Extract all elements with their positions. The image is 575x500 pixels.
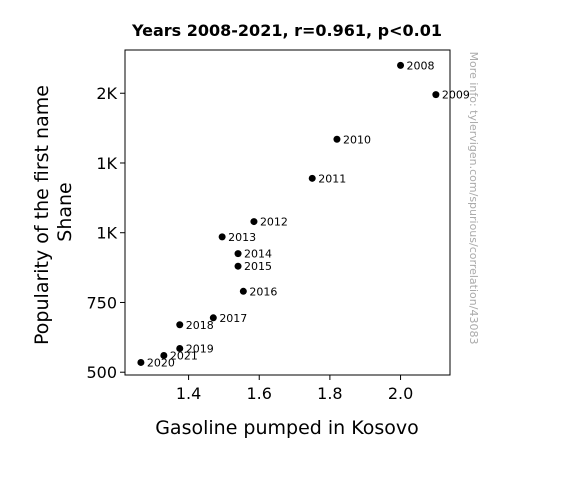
y-tick-label: 2K bbox=[96, 84, 117, 103]
data-point-label: 2020 bbox=[147, 356, 175, 369]
y-axis-label: Popularity of the first name Shane bbox=[31, 79, 76, 345]
y-axis-label-line-1: Popularity of the first name bbox=[31, 85, 53, 345]
data-point-label: 2011 bbox=[318, 172, 346, 185]
data-point-label: 2019 bbox=[186, 342, 214, 355]
y-tick-label: 500 bbox=[86, 363, 117, 382]
data-point bbox=[239, 287, 247, 295]
plot-frame bbox=[124, 49, 451, 376]
data-point-label: 2009 bbox=[442, 89, 470, 102]
data-point-label: 2015 bbox=[244, 260, 272, 273]
data-point bbox=[209, 314, 217, 322]
chart-title: Years 2008-2021, r=0.961, p<0.01 bbox=[131, 21, 442, 40]
watermark-text: More info: tylervigen.com/spurious/corre… bbox=[467, 52, 480, 345]
y-tick-label: 1K bbox=[96, 224, 117, 243]
data-point-label: 2008 bbox=[407, 59, 435, 72]
data-point bbox=[218, 233, 226, 241]
x-tick-label: 1.4 bbox=[176, 384, 201, 403]
data-point bbox=[137, 358, 145, 366]
data-point-label: 2014 bbox=[244, 248, 272, 261]
y-tick-label: 1K bbox=[96, 154, 117, 173]
y-tick-label: 750 bbox=[86, 293, 117, 312]
x-axis-label: Gasoline pumped in Kosovo bbox=[155, 417, 419, 439]
data-point bbox=[176, 344, 184, 352]
x-axis: 1.4 1.6 1.8 2.0 bbox=[176, 375, 413, 403]
data-point-label: 2010 bbox=[343, 133, 371, 146]
data-point bbox=[250, 218, 258, 226]
x-tick-label: 1.8 bbox=[317, 384, 342, 403]
data-point bbox=[308, 174, 316, 182]
data-point bbox=[160, 351, 168, 359]
x-tick-label: 2.0 bbox=[388, 384, 413, 403]
data-point-label: 2016 bbox=[249, 285, 277, 298]
y-axis: 500 750 1K 1K 2K bbox=[86, 84, 125, 382]
data-point-label: 2021 bbox=[170, 349, 198, 362]
data-point-label: 2018 bbox=[186, 319, 214, 332]
data-point bbox=[176, 321, 184, 329]
data-point bbox=[234, 250, 242, 258]
data-point-label: 2013 bbox=[228, 231, 256, 244]
y-axis-label-line-2: Shane bbox=[54, 182, 76, 241]
data-point bbox=[333, 135, 341, 143]
x-tick-label: 1.6 bbox=[247, 384, 272, 403]
data-point bbox=[397, 61, 405, 69]
data-point-label: 2017 bbox=[219, 312, 247, 325]
data-point bbox=[234, 262, 242, 270]
data-point bbox=[432, 91, 440, 99]
data-point-label: 2012 bbox=[260, 216, 288, 229]
